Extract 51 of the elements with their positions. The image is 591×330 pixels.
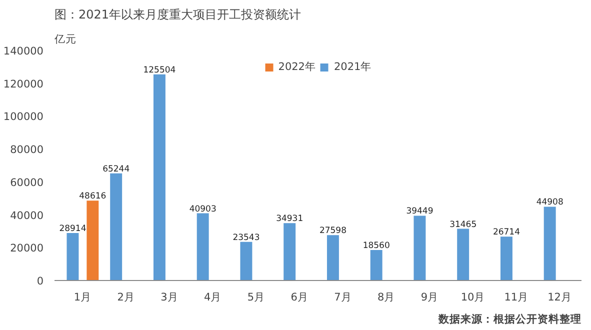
bar <box>544 206 556 280</box>
data-label: 34931 <box>276 214 304 224</box>
x-tick-label: 12月 <box>548 292 572 304</box>
data-label: 40903 <box>189 204 216 214</box>
bar <box>110 173 122 280</box>
data-label: 31465 <box>450 220 477 230</box>
x-tick-label: 8月 <box>377 292 396 304</box>
y-tick-label: 140000 <box>3 46 44 58</box>
y-tick-label: 20000 <box>10 242 44 255</box>
bar <box>284 223 296 280</box>
x-tick-label: 5月 <box>247 292 266 304</box>
data-label: 48616 <box>79 192 106 202</box>
bar <box>326 235 339 280</box>
data-label: 125504 <box>143 65 176 76</box>
y-tick-label: 100000 <box>3 111 44 124</box>
data-label: 18560 <box>362 241 390 252</box>
x-tick-label: 1月 <box>74 292 92 304</box>
source-note: 数据来源：根据公开资料整理 <box>438 312 582 326</box>
x-tick-label: 10月 <box>460 292 486 304</box>
data-label: 44908 <box>536 198 564 208</box>
data-label: 65244 <box>102 164 130 174</box>
bar <box>370 250 382 280</box>
bar <box>196 213 209 280</box>
data-label: 39449 <box>406 206 434 217</box>
bar <box>414 216 426 280</box>
bar <box>457 228 470 280</box>
x-tick-label: 11月 <box>504 292 529 304</box>
y-tick-label: 0 <box>36 276 44 288</box>
legend-label: 2022年 <box>278 60 316 74</box>
x-tick-label: 7月 <box>334 292 352 304</box>
data-label: 26714 <box>492 228 520 238</box>
x-tick-label: 4月 <box>204 292 222 304</box>
y-tick-label: 40000 <box>10 210 44 222</box>
x-tick-label: 6月 <box>290 292 308 304</box>
legend-label: 2021年 <box>334 60 372 74</box>
x-tick-label: 2月 <box>117 292 135 304</box>
y-axis-title: 亿元 <box>54 34 76 46</box>
x-tick-label: 3月 <box>160 292 178 304</box>
bar <box>153 74 166 280</box>
x-tick-label: 9月 <box>420 292 439 304</box>
data-label: 27598 <box>319 226 346 236</box>
data-label: 23543 <box>232 232 260 243</box>
chart-title: 图：2021年以来月度重大项目开工投资额统计 <box>54 8 302 22</box>
bar <box>240 242 252 280</box>
bar <box>66 233 79 280</box>
y-tick-label: 80000 <box>10 144 44 156</box>
bar <box>86 200 99 280</box>
y-tick-label: 120000 <box>3 78 44 90</box>
bar <box>500 236 512 280</box>
y-tick-label: 60000 <box>10 176 44 189</box>
data-label: 28914 <box>59 224 86 234</box>
